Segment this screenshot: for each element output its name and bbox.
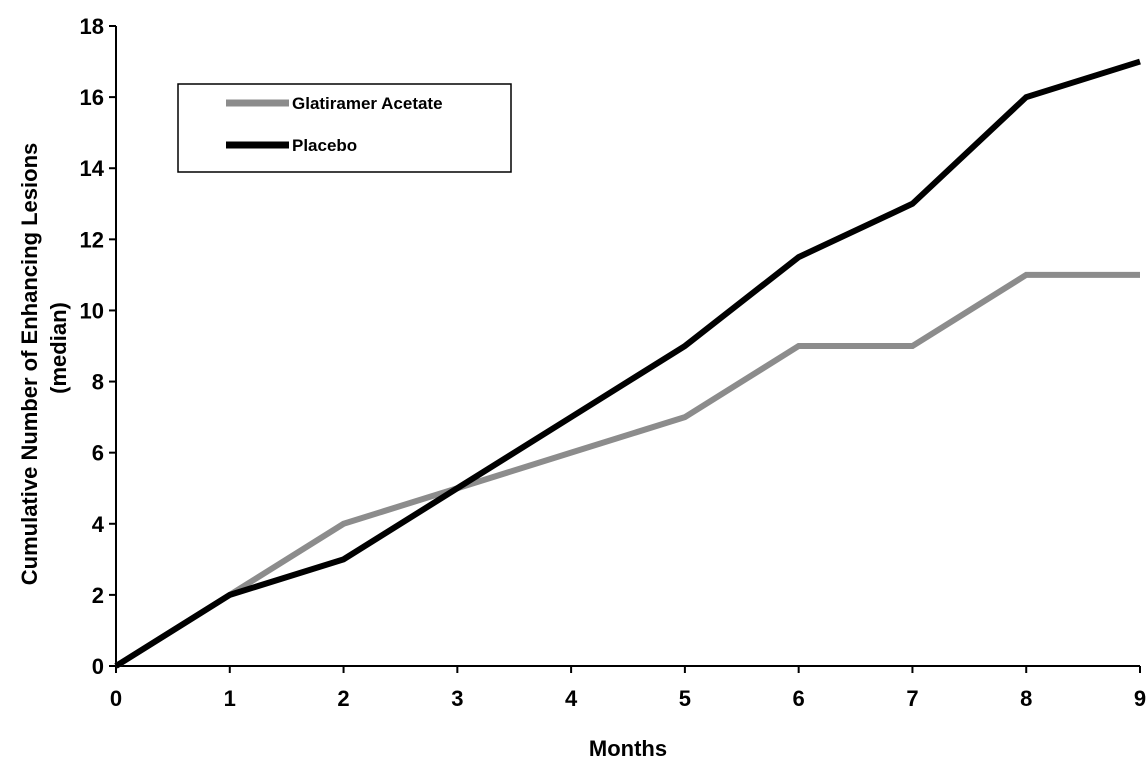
y-tick-label: 16 [80, 85, 104, 110]
x-tick-label: 1 [224, 686, 236, 711]
y-ticks: 0 2 4 6 8 10 12 14 16 18 [80, 14, 116, 679]
series-lines [114, 58, 1141, 669]
x-tick-label: 9 [1134, 686, 1146, 711]
y-tick-label: 10 [80, 298, 104, 323]
y-tick-label: 12 [80, 227, 104, 252]
y-tick-label: 4 [92, 512, 105, 537]
x-tick-label: 7 [906, 686, 918, 711]
x-tick-label: 5 [679, 686, 691, 711]
x-tick-label: 6 [793, 686, 805, 711]
y-tick-label: 0 [92, 654, 104, 679]
x-axis-title: Months [589, 736, 667, 761]
legend-label-glatiramer-acetate: Glatiramer Acetate [292, 94, 443, 113]
x-tick-label: 3 [451, 686, 463, 711]
axes [115, 26, 1140, 667]
series-line-placebo [114, 58, 1141, 669]
y-tick-label: 2 [92, 583, 104, 608]
legend: Glatiramer Acetate Placebo [177, 83, 512, 173]
y-tick-label: 6 [92, 441, 104, 466]
y-axis-title-group: Cumulative Number of Enhancing Lesions (… [17, 143, 71, 586]
series-line-glatiramer-acetate [114, 271, 1140, 669]
legend-label-placebo: Placebo [292, 136, 357, 155]
y-tick-label: 8 [92, 370, 104, 395]
x-tick-label: 0 [110, 686, 122, 711]
y-axis-title: Cumulative Number of Enhancing Lesions [17, 143, 42, 586]
x-tick-label: 2 [337, 686, 349, 711]
y-tick-label: 18 [80, 14, 104, 39]
legend-box [177, 83, 512, 173]
x-ticks: 0 1 2 3 4 5 6 7 8 9 [110, 666, 1146, 711]
x-tick-label: 8 [1020, 686, 1032, 711]
y-axis-subtitle: (median) [46, 302, 71, 394]
x-tick-label: 4 [565, 686, 578, 711]
y-tick-label: 14 [80, 156, 105, 181]
